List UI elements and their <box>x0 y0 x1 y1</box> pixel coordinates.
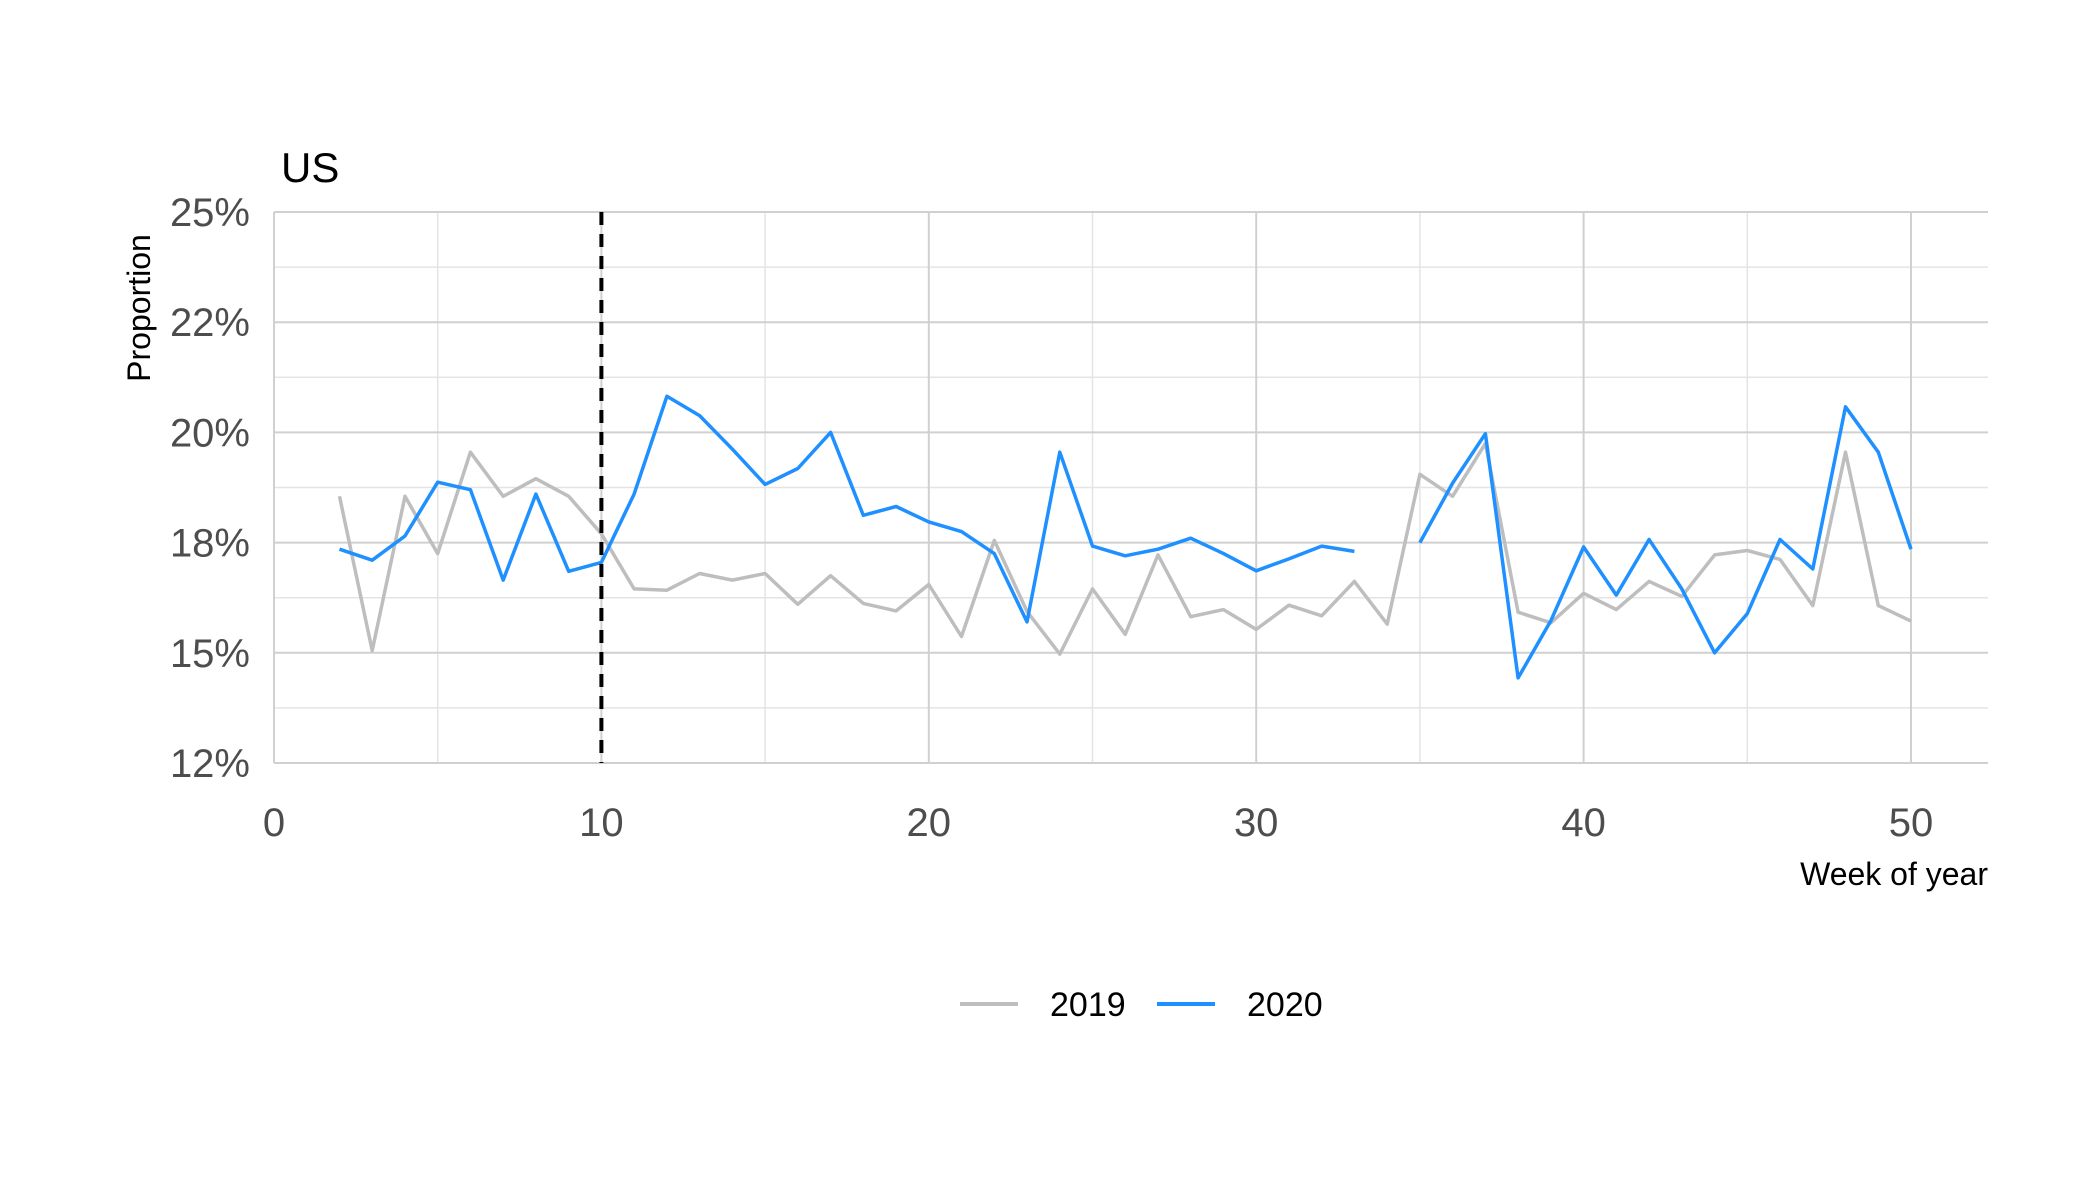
y-tick-label: 12% <box>170 742 250 786</box>
x-tick-label: 0 <box>263 801 285 845</box>
y-tick-label: 15% <box>170 632 250 676</box>
y-tick-labels: 12% 15% 18% 20% 22% 25% <box>170 191 250 786</box>
chart-title: US <box>281 144 339 191</box>
x-axis-title: Week of year <box>1800 856 1988 892</box>
x-tick-label: 10 <box>579 801 624 845</box>
legend-label-2020: 2020 <box>1247 986 1323 1024</box>
x-tick-labels: 0 10 20 30 40 50 <box>263 801 1933 845</box>
legend-label-2019: 2019 <box>1050 986 1126 1024</box>
y-tick-label: 20% <box>170 411 250 455</box>
y-tick-label: 25% <box>170 191 250 235</box>
y-tick-label: 22% <box>170 301 250 345</box>
x-tick-label: 40 <box>1561 801 1606 845</box>
series-lines <box>337 394 1913 680</box>
series-line-2020 <box>1418 405 1913 680</box>
gridlines <box>273 211 1988 764</box>
y-tick-label: 18% <box>170 522 250 566</box>
series-line-2019 <box>337 441 1912 656</box>
y-axis-title: Proportion <box>121 234 157 382</box>
legend: 2019 2020 <box>960 986 1323 1024</box>
x-tick-label: 30 <box>1234 801 1279 845</box>
x-tick-label: 50 <box>1889 801 1934 845</box>
series-line-2020 <box>338 394 1355 624</box>
x-tick-label: 20 <box>907 801 952 845</box>
